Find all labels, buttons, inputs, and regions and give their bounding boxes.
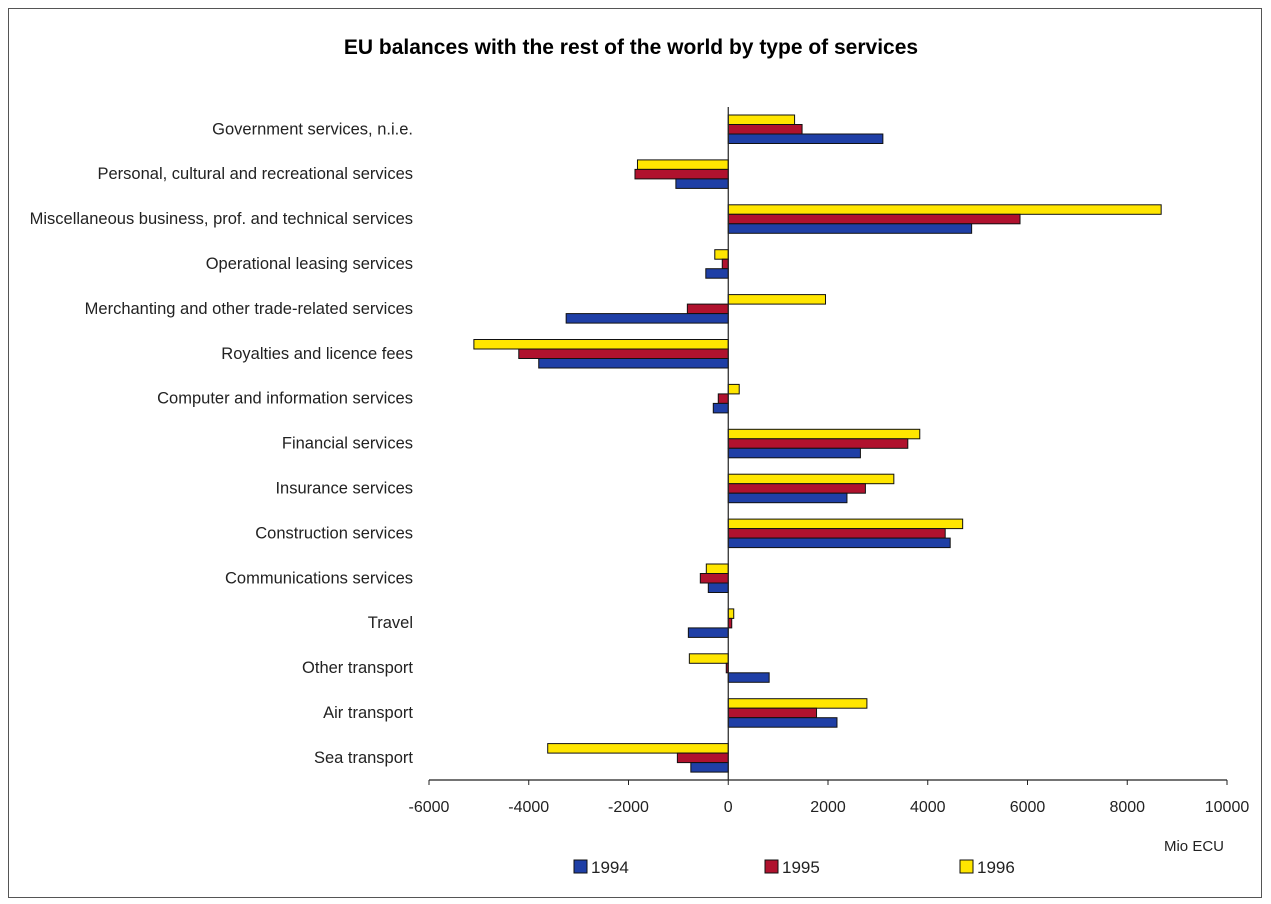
bar-1995 xyxy=(676,752,729,764)
x-tick-label: 4000 xyxy=(910,799,946,816)
bar-1995 xyxy=(727,707,818,719)
category-label: Personal, cultural and recreational serv… xyxy=(98,165,414,183)
legend-label-1994: 1994 xyxy=(591,858,629,877)
category-label: Operational leasing services xyxy=(206,255,413,273)
bar-1996 xyxy=(727,294,827,305)
category-label: Travel xyxy=(368,614,413,632)
category-label: Communications services xyxy=(225,569,413,587)
bar-1996 xyxy=(727,204,1162,215)
bar-1995 xyxy=(699,573,729,584)
bar-1994 xyxy=(707,582,729,593)
bar-1996 xyxy=(473,339,729,350)
legend-swatch-1995 xyxy=(764,859,779,874)
bar-1996 xyxy=(727,473,895,485)
x-tick-label: 2000 xyxy=(810,799,846,816)
axes-group: -6000 -4000 -2000 0 2000 4000 6000 8000 10000 xyxy=(409,107,1250,816)
bar-1996 xyxy=(727,114,796,125)
bar-1995 xyxy=(727,124,803,135)
bar-1996 xyxy=(727,698,868,709)
category-labels: Government services, n.i.e. Personal, cul… xyxy=(30,120,414,767)
bar-1995 xyxy=(727,528,946,539)
x-tick-label: -4000 xyxy=(508,799,549,816)
bar-1995 xyxy=(717,393,729,404)
bar-1994 xyxy=(727,223,973,234)
x-tick-label: 8000 xyxy=(1109,799,1145,816)
bar-1994 xyxy=(727,537,951,549)
legend-label-1995: 1995 xyxy=(782,858,820,877)
bar-1994 xyxy=(727,133,884,144)
bar-1994 xyxy=(727,492,848,504)
bar-1994 xyxy=(675,178,729,189)
bar-1996 xyxy=(727,518,964,530)
bars-group xyxy=(473,114,1162,773)
category-label: Other transport xyxy=(302,659,413,677)
bar-1995 xyxy=(727,483,866,494)
legend: 1994 1995 1996 xyxy=(573,858,1015,877)
bar-1996 xyxy=(705,563,729,574)
chart-title: EU balances with the rest of the world b… xyxy=(344,36,918,59)
bar-1995 xyxy=(721,258,729,270)
bar-1994 xyxy=(712,402,729,414)
bar-1994 xyxy=(565,313,729,324)
x-axis-unit-label: Mio ECU xyxy=(1164,838,1224,855)
legend-label-1996: 1996 xyxy=(977,858,1015,877)
bar-1994 xyxy=(727,717,838,728)
category-label: Financial services xyxy=(282,435,413,453)
x-tick-label: -6000 xyxy=(409,799,450,816)
x-tick-label: 6000 xyxy=(1010,799,1046,816)
category-label: Air transport xyxy=(323,704,413,722)
bar-1995 xyxy=(634,168,729,180)
category-label: Construction services xyxy=(255,524,413,542)
bar-1995 xyxy=(686,303,729,315)
bar-1995 xyxy=(727,213,1021,225)
bar-1996 xyxy=(714,249,729,260)
bar-1995 xyxy=(518,348,729,359)
category-label: Insurance services xyxy=(275,479,413,497)
category-label: Government services, n.i.e. xyxy=(212,120,413,138)
bar-1994 xyxy=(690,762,729,773)
bar-1996 xyxy=(727,383,740,395)
category-label: Merchanting and other trade-related serv… xyxy=(85,300,413,318)
category-label: Sea transport xyxy=(314,749,413,767)
bar-1994 xyxy=(705,268,729,279)
legend-swatch-1996 xyxy=(959,859,974,874)
bar-1996 xyxy=(727,608,735,619)
category-label: Royalties and licence fees xyxy=(221,345,413,363)
bar-1994 xyxy=(538,358,729,369)
bar-1995 xyxy=(727,438,909,449)
x-tick-label: -2000 xyxy=(608,799,649,816)
category-label: Computer and information services xyxy=(157,390,413,408)
bar-1994 xyxy=(727,447,861,459)
x-tick-label: 10000 xyxy=(1205,799,1250,816)
category-label: Miscellaneous business, prof. and techni… xyxy=(30,210,413,228)
bar-1996 xyxy=(727,428,921,440)
bar-1996 xyxy=(547,743,729,754)
legend-swatch-1994 xyxy=(573,859,588,874)
bar-1996 xyxy=(688,653,729,664)
bar-1994 xyxy=(687,627,729,638)
bar-1994 xyxy=(727,672,770,683)
bar-1996 xyxy=(636,159,729,170)
x-tick-label: 0 xyxy=(724,799,733,816)
